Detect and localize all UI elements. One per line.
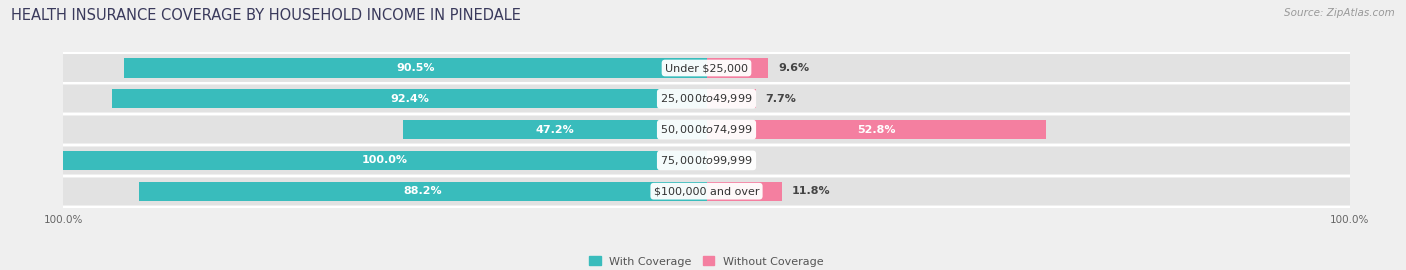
Bar	[404, 120, 707, 139]
Bar	[112, 89, 707, 108]
Text: Source: ZipAtlas.com: Source: ZipAtlas.com	[1284, 8, 1395, 18]
Text: 90.5%: 90.5%	[396, 63, 434, 73]
Bar	[707, 59, 768, 77]
Bar	[707, 89, 756, 108]
Bar	[63, 116, 1350, 143]
Text: $100,000 and over: $100,000 and over	[654, 186, 759, 196]
Text: 7.7%: 7.7%	[766, 94, 797, 104]
Bar	[63, 55, 1350, 82]
Text: 9.6%: 9.6%	[778, 63, 808, 73]
Text: $25,000 to $49,999: $25,000 to $49,999	[661, 92, 752, 105]
Text: 0.0%: 0.0%	[716, 156, 747, 166]
Text: 11.8%: 11.8%	[792, 186, 831, 196]
Text: $50,000 to $74,999: $50,000 to $74,999	[661, 123, 752, 136]
Text: HEALTH INSURANCE COVERAGE BY HOUSEHOLD INCOME IN PINEDALE: HEALTH INSURANCE COVERAGE BY HOUSEHOLD I…	[11, 8, 522, 23]
Text: $75,000 to $99,999: $75,000 to $99,999	[661, 154, 752, 167]
Bar	[124, 59, 707, 77]
Text: 100.0%: 100.0%	[361, 156, 408, 166]
Bar	[63, 151, 707, 170]
Text: Under $25,000: Under $25,000	[665, 63, 748, 73]
Text: 88.2%: 88.2%	[404, 186, 441, 196]
Text: 52.8%: 52.8%	[858, 124, 896, 135]
Bar	[63, 178, 1350, 205]
Text: 47.2%: 47.2%	[536, 124, 574, 135]
Bar	[139, 182, 707, 201]
Bar	[63, 147, 1350, 174]
Text: 92.4%: 92.4%	[389, 94, 429, 104]
Legend: With Coverage, Without Coverage: With Coverage, Without Coverage	[589, 256, 824, 266]
Bar	[63, 85, 1350, 112]
Bar	[707, 120, 1046, 139]
Bar	[707, 182, 782, 201]
